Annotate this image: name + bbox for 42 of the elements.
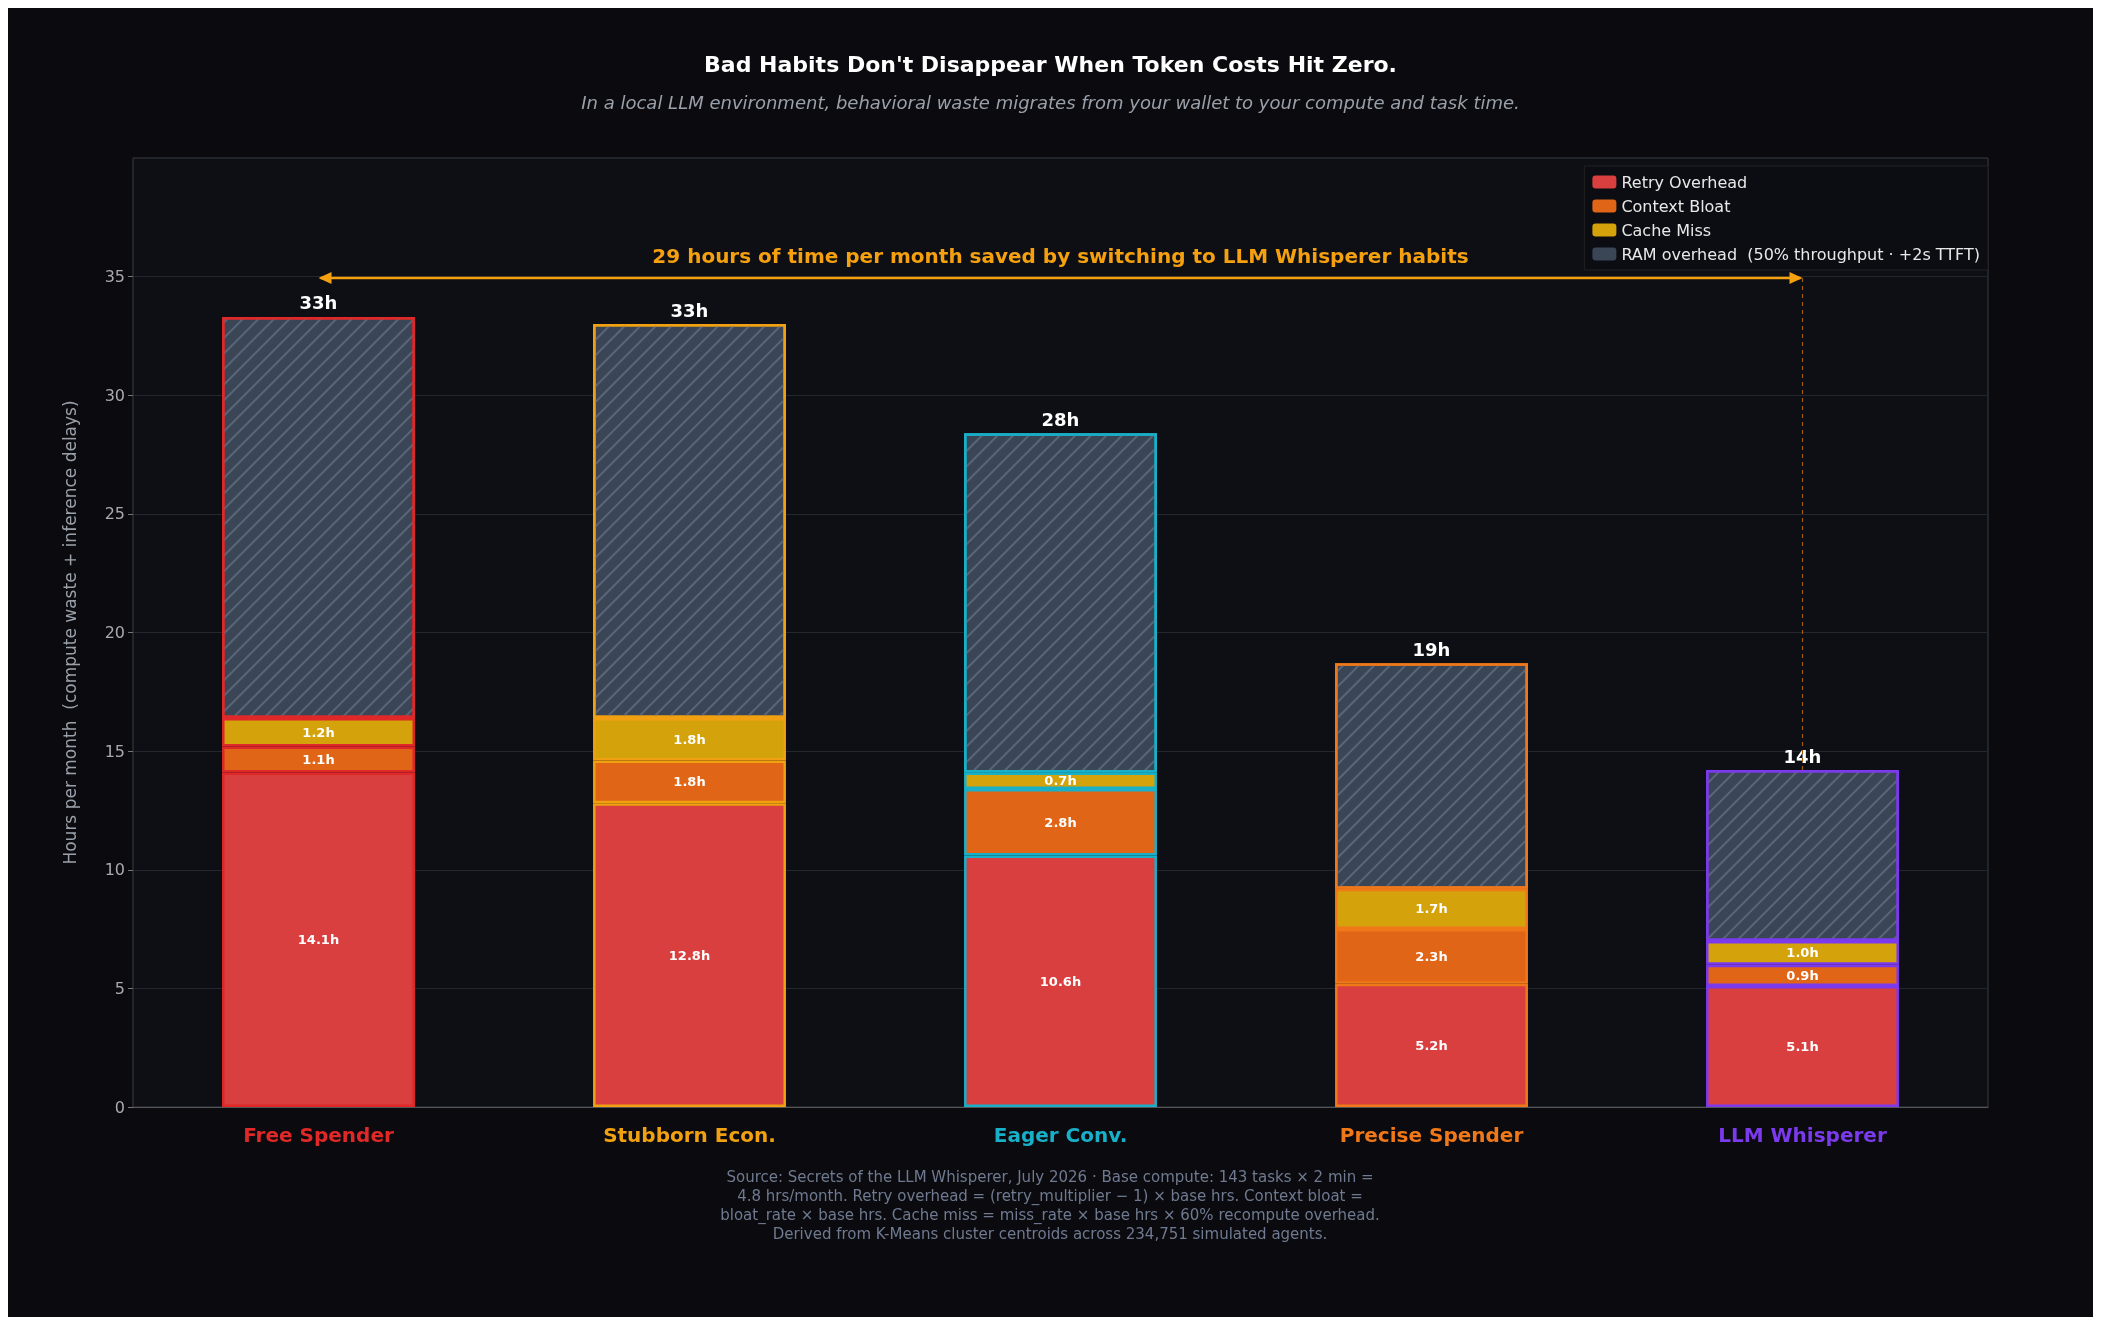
data-label: 1.7h bbox=[1415, 901, 1448, 917]
y-tick-label: 35 bbox=[104, 267, 125, 287]
total-label: 14h bbox=[1783, 745, 1822, 767]
data-label: 0.7h bbox=[1044, 773, 1077, 789]
y-tick-label: 15 bbox=[104, 741, 125, 761]
data-label: 12.8h bbox=[668, 947, 711, 963]
x-tick-label: Precise Spender bbox=[1339, 1123, 1524, 1147]
total-label: 33h bbox=[670, 299, 709, 321]
y-axis-title: Hours per month (compute waste + inference delays) bbox=[59, 400, 80, 865]
data-label: 0.9h bbox=[1786, 967, 1819, 983]
legend-label: Context Bloat bbox=[1621, 196, 1731, 216]
annotation: 29 hours of time per month saved by switching to LLM Whisperer habits bbox=[652, 244, 1469, 268]
y-tick-label: 30 bbox=[104, 385, 125, 405]
y-tick-label: 0 bbox=[114, 1097, 125, 1117]
total-label: 28h bbox=[1041, 408, 1080, 430]
data-label: 5.1h bbox=[1786, 1039, 1819, 1054]
y-tick-label: 5 bbox=[114, 978, 125, 998]
data-label: 1.8h bbox=[673, 774, 706, 790]
chart-title: Bad Habits Don't Disappear When Token Costs Hit Zero. bbox=[704, 51, 1397, 77]
data-label: 10.6h bbox=[1039, 973, 1082, 989]
legend-label: RAM overhead (50% throughput · +2s TTFT) bbox=[1621, 244, 1981, 264]
chart-subtitle: In a local LLM environment, behavioral waste migrates from your wallet to your compute and task time. bbox=[581, 91, 1520, 113]
data-label: 14.1h bbox=[297, 932, 340, 948]
data-label: 2.3h bbox=[1415, 948, 1448, 964]
source-note: Source: Secrets of the LLM Whisperer, July 2026 · Base compute: 143 tasks × 2 min = 4.8 hrs/month. Retry overhead = (retry_multiplier − 1) × base hrs. Context bloat = bloat_rate × base hrs. Cache miss = miss_rate × base hrs × 60% recompute overhead. Derived from K-Means cluster centroids across 234,751 simulated agents. bbox=[720, 1168, 1380, 1244]
y-tick-label: 20 bbox=[104, 623, 125, 642]
data-label: 2.8h bbox=[1044, 814, 1077, 830]
x-tick-label: Free Spender bbox=[243, 1123, 394, 1147]
x-tick-label: LLM Whisperer bbox=[1718, 1123, 1887, 1147]
total-label: 19h bbox=[1412, 638, 1451, 660]
legend-label: Retry Overhead bbox=[1621, 172, 1748, 192]
data-label: 1.2h bbox=[302, 724, 335, 740]
data-label: 1.8h bbox=[673, 731, 706, 747]
x-tick-label: Stubborn Econ. bbox=[603, 1123, 776, 1147]
y-tick-label: 25 bbox=[104, 504, 125, 524]
total-label: 33h bbox=[299, 292, 338, 314]
legend-label: Cache Miss bbox=[1621, 220, 1712, 240]
y-tick-label: 10 bbox=[104, 860, 125, 880]
data-label: 5.2h bbox=[1415, 1037, 1448, 1053]
data-label: 1.1h bbox=[302, 751, 335, 767]
data-label: 1.0h bbox=[1786, 945, 1819, 961]
x-tick-label: Eager Conv. bbox=[993, 1123, 1128, 1147]
